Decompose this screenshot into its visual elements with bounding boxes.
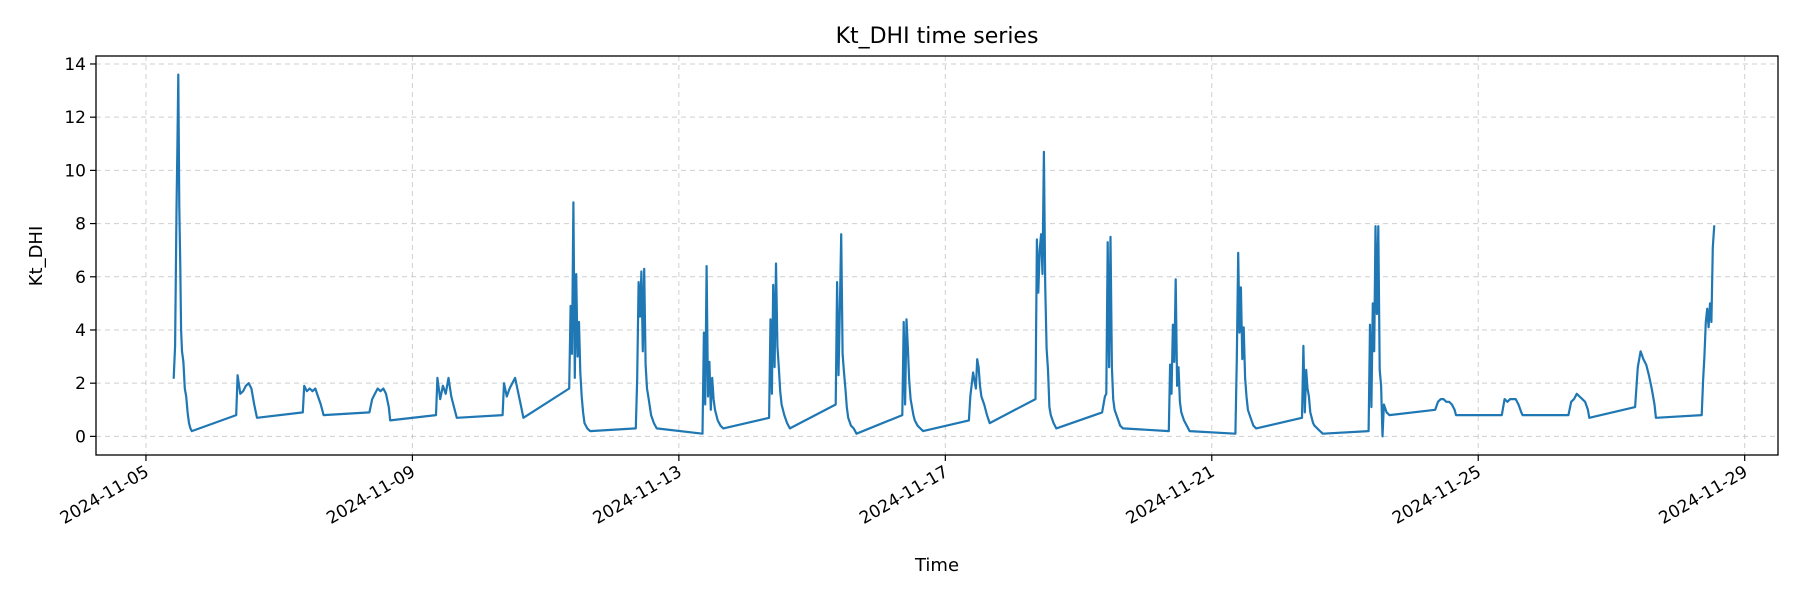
y-tick-label: 12 <box>64 108 86 128</box>
y-tick-label: 2 <box>75 374 86 394</box>
chart-title: Kt_DHI time series <box>836 24 1039 49</box>
y-tick-label: 8 <box>75 215 86 235</box>
kt-dhi-series-line <box>172 73 1716 438</box>
plot-frame <box>95 55 1779 456</box>
y-tick-label: 6 <box>75 268 86 288</box>
x-axis-title: Time <box>914 555 959 576</box>
y-tick-label: 4 <box>75 321 86 341</box>
y-tick-label: 14 <box>64 55 86 75</box>
y-tick-label: 0 <box>75 427 86 447</box>
y-tick-label: 10 <box>64 161 86 181</box>
grid-lines <box>96 56 1778 455</box>
y-axis: 0 2 4 6 8 10 12 14 <box>64 55 96 447</box>
y-axis-title: Kt_DHI <box>26 226 47 287</box>
